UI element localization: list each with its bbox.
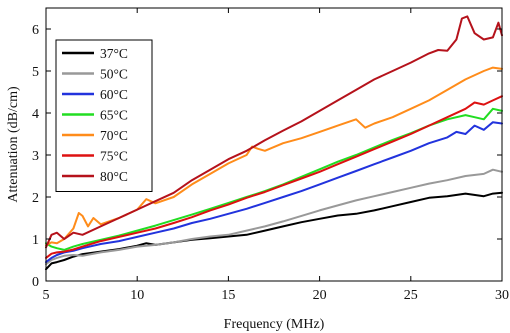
series-line-0 — [45, 191, 503, 271]
x-tick-label: 30 — [495, 288, 509, 303]
y-tick-label: 4 — [32, 107, 39, 122]
y-tick-label: 3 — [32, 149, 39, 164]
plot-frame — [45, 7, 503, 282]
y-axis-label: Attenuation (dB/cm) — [6, 86, 21, 203]
series-lines — [45, 15, 503, 271]
series-line-5 — [45, 95, 503, 259]
x-tick-label: 20 — [313, 288, 327, 303]
y-tick-label: 2 — [32, 191, 39, 206]
legend-label: 37°C — [100, 46, 128, 61]
x-tick-label: 15 — [221, 288, 235, 303]
legend-label: 80°C — [100, 169, 128, 184]
legend-label: 75°C — [100, 149, 128, 164]
legend-label: 70°C — [100, 128, 128, 143]
legend-label: 65°C — [100, 108, 128, 123]
legend-label: 50°C — [100, 67, 128, 82]
x-tick-label: 25 — [404, 288, 418, 303]
x-tick-label: 10 — [130, 288, 144, 303]
y-tick-label: 5 — [32, 65, 39, 80]
series-line-4 — [45, 66, 503, 247]
y-tick-label: 0 — [32, 275, 39, 290]
x-axis-label: Frequency (MHz) — [224, 317, 325, 332]
y-tick-label: 6 — [32, 23, 39, 38]
y-tick-label: 1 — [32, 233, 39, 248]
x-tick-label: 5 — [43, 288, 50, 303]
series-line-6 — [45, 15, 503, 249]
series-line-2 — [45, 121, 503, 264]
legend: 37°C 50°C 60°C 65°C 70°C 75°C 80°C — [55, 39, 153, 192]
series-line-1 — [45, 168, 503, 266]
legend-label: 60°C — [100, 87, 128, 102]
